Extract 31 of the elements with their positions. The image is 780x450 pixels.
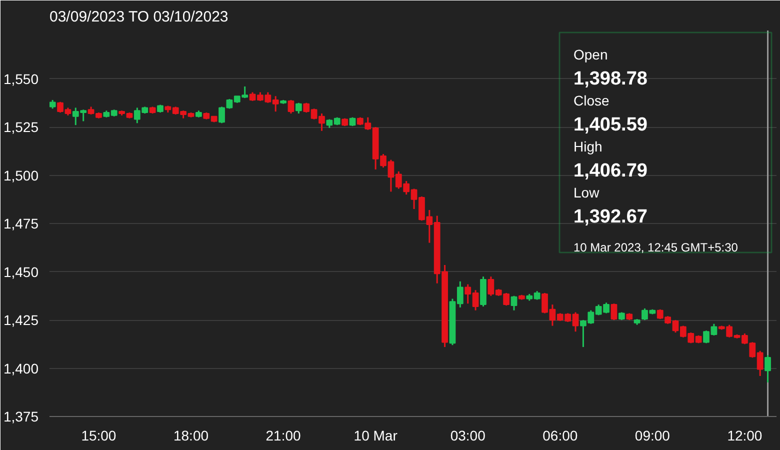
candlestick (510, 295, 518, 312)
annotation: 1,398.78 (574, 68, 648, 90)
x-tick-label: 12:00 (727, 428, 762, 444)
x-tick-label: 06:00 (542, 428, 578, 444)
annotation: 1,392.67 (574, 206, 648, 228)
candlestick (764, 354, 771, 384)
annotation: Close (574, 92, 610, 108)
y-tick-label: 1,500 (3, 167, 39, 184)
candlestick (288, 99, 294, 114)
annotation: 1,406.79 (574, 160, 648, 182)
x-tick-label: 18:00 (173, 428, 209, 444)
x-tick-label: 03:00 (450, 428, 486, 444)
annotation: 10 Mar 2023, 12:45 GMT+5:30 (574, 240, 738, 254)
chart-title: 03/09/2023 TO 03/10/2023 (50, 8, 228, 26)
annotation: Low (574, 184, 600, 200)
y-tick-label: 1,475 (3, 216, 39, 232)
y-tick-label: 1,450 (3, 264, 39, 280)
x-tick-label: 15:00 (81, 428, 116, 444)
x-tick-label: 21:00 (266, 428, 302, 444)
x-tick-label: 09:00 (634, 428, 670, 444)
annotation: 1,405.59 (574, 114, 648, 136)
annotation: High (574, 138, 602, 154)
y-tick-label: 1,525 (3, 119, 39, 135)
x-tick-label: 10 Mar (354, 428, 398, 444)
y-tick-label: 1,550 (3, 70, 39, 87)
y-tick-label: 1,375 (3, 408, 39, 424)
y-tick-label: 1,400 (3, 360, 39, 376)
candlestick (295, 102, 302, 114)
annotation: Open (574, 46, 608, 62)
candlestick (610, 302, 618, 321)
y-tick-label: 1,425 (3, 312, 39, 328)
